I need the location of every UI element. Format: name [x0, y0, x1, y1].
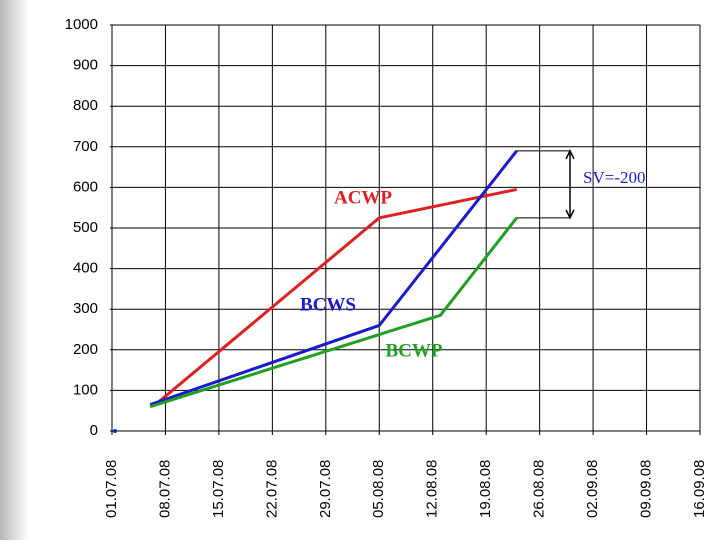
x-tick-label: 05.08.08 [370, 460, 387, 518]
y-tick-label: 100 [73, 381, 98, 398]
x-tick-label: 16.09.08 [691, 460, 708, 518]
x-tick-label: 09.09.08 [638, 460, 655, 518]
x-tick-label: 19.08.08 [477, 460, 494, 518]
line [156, 187, 518, 404]
arrow-head [565, 209, 575, 220]
y-tick-label: 700 [73, 138, 98, 155]
x-tick-label: 01.07.08 [103, 460, 120, 518]
x-tick-label: 08.07.08 [156, 460, 173, 518]
y-tick-label: 900 [73, 57, 98, 74]
y-tick-label: 300 [73, 300, 98, 317]
x-tick-label: 02.09.08 [584, 460, 601, 518]
y-tick-label: 600 [73, 178, 98, 195]
x-tick-label: 15.07.08 [210, 460, 227, 518]
y-tick-label: 400 [73, 260, 98, 277]
plot [149, 149, 518, 409]
y-tick-label: 200 [73, 341, 98, 358]
y-tick-label: 1000 [65, 16, 98, 33]
series-label: ACWP [334, 187, 392, 208]
y-tick-label: 800 [73, 97, 98, 114]
line [149, 149, 518, 407]
line [149, 216, 518, 409]
y-tick-label: 0 [90, 422, 98, 439]
annotation: SV=-200 [583, 168, 645, 187]
origin-dot [113, 429, 117, 433]
arrow-head [565, 149, 575, 160]
x-tick-label: 26.08.08 [531, 460, 548, 518]
x-tick-label: 22.07.08 [263, 460, 280, 518]
x-tick-label: 12.08.08 [424, 460, 441, 518]
series-label: BCWS [300, 294, 356, 315]
series-label: BCWP [386, 340, 443, 361]
grid [110, 24, 701, 435]
y-tick-label: 500 [73, 219, 98, 236]
x-tick-label: 29.07.08 [317, 460, 334, 518]
